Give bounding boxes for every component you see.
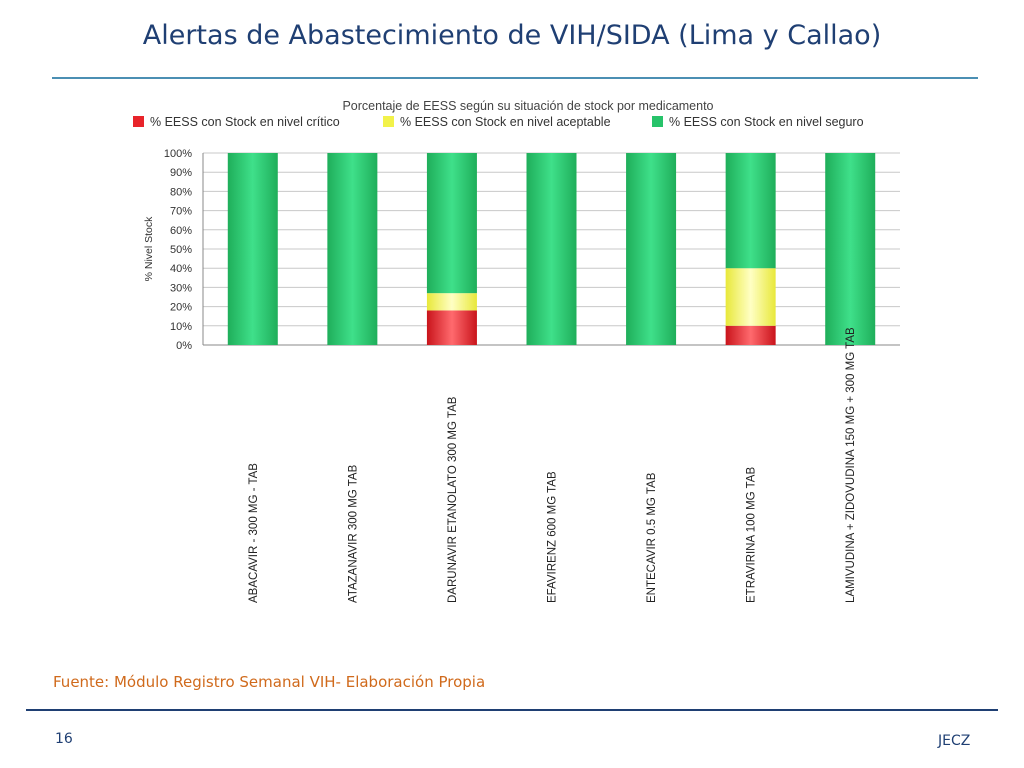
y-tick-label: 90% — [170, 167, 192, 179]
legend-swatch-2 — [652, 116, 663, 127]
y-tick-label: 30% — [170, 282, 192, 294]
footer-divider — [26, 709, 998, 711]
legend-label-2: % EESS con Stock en nivel seguro — [669, 115, 864, 129]
x-tick-label-5: ETRAVIRINA 100 MG TAB — [746, 467, 758, 603]
bar-segment-3-2 — [526, 153, 577, 345]
bar-segment-2-2 — [426, 153, 477, 294]
y-axis-ticks: 0% 10% 20% 30% 40% 50% 60% 70% 80% 90% 100% — [164, 148, 192, 352]
y-tick-label: 100% — [164, 148, 192, 160]
x-tick-label-4: ENTECAVIR 0.5 MG TAB — [646, 472, 658, 603]
chart-title: Porcentaje de EESS según su situación de… — [342, 99, 713, 113]
bar-segment-5-0 — [725, 325, 776, 345]
legend-label-0: % EESS con Stock en nivel crítico — [150, 115, 340, 129]
y-tick-label: 70% — [170, 206, 192, 218]
bar-segment-5-2 — [725, 153, 776, 269]
bar-segment-2-1 — [426, 293, 477, 311]
bar-segment-5-1 — [725, 268, 776, 326]
chart-bars — [227, 153, 876, 345]
source-note: Fuente: Módulo Registro Semanal VIH- Ela… — [53, 673, 486, 691]
bar-segment-4-2 — [626, 153, 677, 345]
y-tick-label: 0% — [176, 340, 192, 352]
chart-legend: % EESS con Stock en nivel crítico % EESS … — [133, 115, 864, 129]
y-tick-label: 20% — [170, 302, 192, 314]
x-tick-label-1: ATAZANAVIR 300 MG TAB — [347, 464, 359, 603]
legend-swatch-0 — [133, 116, 144, 127]
y-axis-label: % Nivel Stock — [143, 216, 155, 282]
y-tick-label: 10% — [170, 321, 192, 333]
x-tick-label-0: ABACAVIR - 300 MG - TAB — [248, 463, 260, 603]
bar-segment-0-2 — [227, 153, 278, 345]
bar-segment-2-0 — [426, 310, 477, 345]
title-divider — [52, 77, 978, 79]
y-tick-label: 40% — [170, 263, 192, 275]
x-axis-ticks: ABACAVIR - 300 MG - TAB ATAZANAVIR 300 MG… — [248, 327, 857, 603]
slide-title: Alertas de Abastecimiento de VIH/SIDA (L… — [142, 20, 882, 51]
x-tick-label-2: DARUNAVIR ETANOLATO 300 MG TAB — [447, 396, 459, 603]
page-number: 16 — [55, 731, 73, 747]
y-tick-label: 60% — [170, 225, 192, 237]
x-tick-label-6: LAMIVUDINA + ZIDOVUDINA 150 MG + 300 MG … — [845, 327, 857, 603]
legend-swatch-1 — [383, 116, 394, 127]
stock-chart: Porcentaje de EESS según su situación de… — [133, 99, 900, 603]
y-tick-label: 80% — [170, 186, 192, 198]
x-tick-label-3: EFAVIRENZ 600 MG TAB — [547, 471, 559, 603]
y-tick-label: 50% — [170, 244, 192, 256]
legend-label-1: % EESS con Stock en nivel aceptable — [400, 115, 611, 129]
bar-segment-1-2 — [327, 153, 378, 345]
bar-segment-6-2 — [825, 153, 876, 345]
author-initials: JECZ — [938, 733, 971, 749]
